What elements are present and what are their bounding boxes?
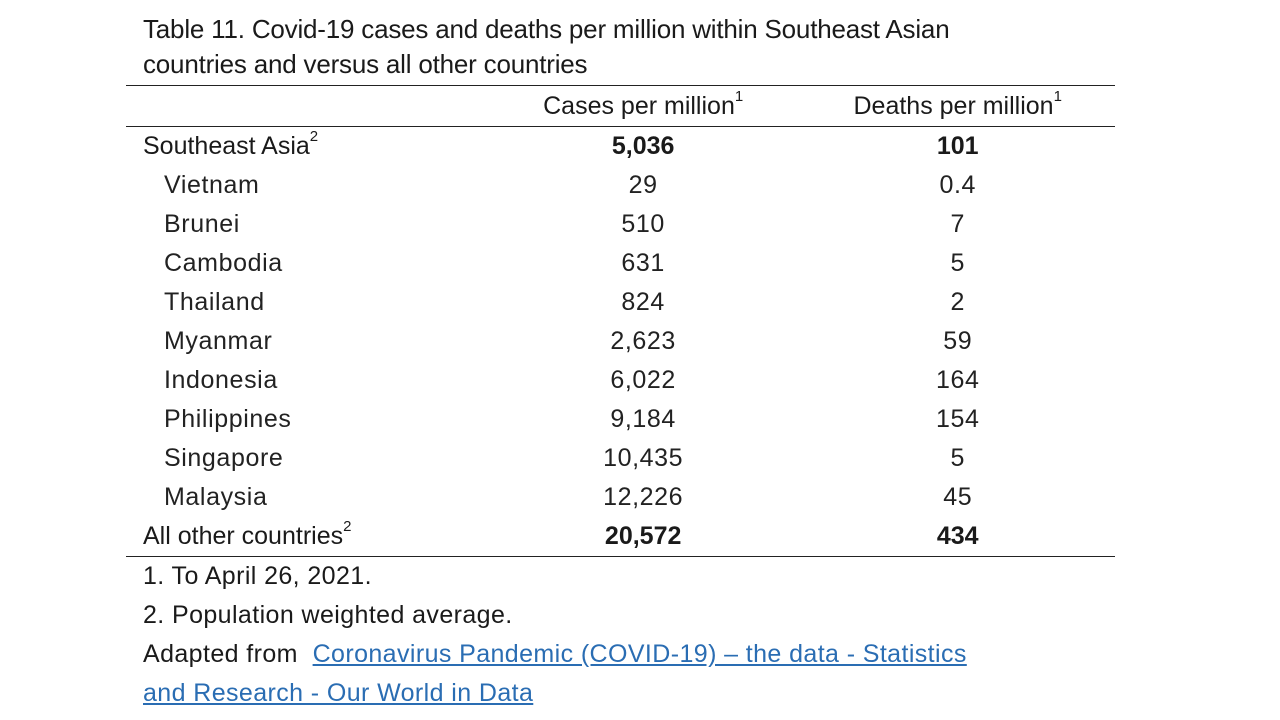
caption-line-1: Table 11. Covid-19 cases and deaths per … — [143, 14, 950, 44]
cases-cell: 2,623 — [610, 327, 676, 355]
deaths-cell: 434 — [936, 522, 979, 550]
cases-cell: 510 — [621, 210, 665, 238]
country-cell: Myanmar — [164, 327, 273, 355]
table-row: Myanmar 2,623 59 — [126, 322, 1115, 361]
cases-cell: 29 — [628, 171, 658, 199]
header-row: Cases per million1 Deaths per million1 — [126, 85, 1115, 127]
deaths-cell: 0.4 — [939, 171, 976, 199]
all-other-countries-row: All other countries2 20,572 434 — [126, 517, 1115, 557]
table-row: Vietnam 29 0.4 — [126, 166, 1115, 205]
table-row: Cambodia 631 5 — [126, 244, 1115, 283]
footnote-1: 1. To April 26, 2021. — [143, 562, 372, 590]
caption-line-2: countries and versus all other countries — [143, 49, 588, 79]
cases-cell: 10,435 — [603, 444, 684, 472]
cases-cell: 20,572 — [604, 522, 682, 550]
country-cell: Brunei — [164, 210, 240, 238]
all-other-footnote: 2 — [343, 518, 352, 535]
row-label: Southeast Asia2 — [126, 127, 486, 167]
country-cell: Philippines — [164, 405, 292, 433]
deaths-cell: 45 — [943, 483, 973, 511]
footnotes: 1. To April 26, 2021. 2. Population weig… — [126, 557, 1115, 713]
deaths-cell: 5 — [950, 444, 965, 472]
cases-cell: 5,036 — [611, 132, 675, 160]
all-other-label: All other countries — [143, 522, 344, 550]
row-label: All other countries2 — [126, 517, 486, 557]
cases-cell: 6,022 — [610, 366, 676, 394]
table-row: Brunei 510 7 — [126, 205, 1115, 244]
cases-cell: 631 — [621, 249, 665, 277]
deaths-cell: 5 — [950, 249, 965, 277]
source-link-line-1[interactable]: Coronavirus Pandemic (COVID-19) – the da… — [312, 640, 967, 668]
table-row: Malaysia 12,226 45 — [126, 478, 1115, 517]
cases-cell: 9,184 — [610, 405, 676, 433]
southeast-asia-label: Southeast Asia — [143, 132, 310, 160]
document: Table 11. Covid-19 cases and deaths per … — [126, 12, 1115, 713]
deaths-cell: 154 — [935, 405, 980, 433]
country-cell: Singapore — [164, 444, 284, 472]
cases-cell: 824 — [621, 288, 665, 316]
header-deaths: Deaths per million1 — [800, 85, 1115, 127]
source-link-line-2[interactable]: and Research - Our World in Data — [143, 679, 534, 707]
table-row: Philippines 9,184 154 — [126, 400, 1115, 439]
table-row: Singapore 10,435 5 — [126, 439, 1115, 478]
deaths-cell: 7 — [950, 210, 965, 238]
footnote-2: 2. Population weighted average. — [143, 601, 513, 629]
country-cell: Indonesia — [164, 366, 278, 394]
southeast-asia-row: Southeast Asia2 5,036 101 — [126, 127, 1115, 167]
covid-table: Cases per million1 Deaths per million1 S… — [126, 85, 1115, 557]
table-row: Thailand 824 2 — [126, 283, 1115, 322]
source-link[interactable]: Coronavirus Pandemic (COVID-19) – the da… — [143, 640, 967, 707]
header-cases-label: Cases per million — [543, 91, 735, 120]
header-deaths-label: Deaths per million — [853, 91, 1054, 120]
country-cell: Malaysia — [164, 483, 268, 511]
table-caption: Table 11. Covid-19 cases and deaths per … — [126, 12, 1115, 82]
deaths-cell: 59 — [943, 327, 973, 355]
country-cell: Cambodia — [164, 249, 283, 277]
table-row: Indonesia 6,022 164 — [126, 361, 1115, 400]
source-line: Adapted from Coronavirus Pandemic (COVID… — [143, 635, 1115, 713]
deaths-cell: 101 — [936, 132, 979, 160]
header-empty-cell — [126, 85, 486, 127]
deaths-cell: 2 — [950, 288, 965, 316]
southeast-asia-footnote: 2 — [309, 128, 319, 145]
header-cases-footnote: 1 — [734, 87, 744, 105]
header-deaths-footnote: 1 — [1053, 87, 1062, 105]
header-cases: Cases per million1 — [485, 85, 801, 127]
country-cell: Vietnam — [164, 171, 260, 199]
source-prefix: Adapted from — [143, 640, 298, 668]
deaths-cell: 164 — [935, 366, 980, 394]
country-cell: Thailand — [164, 288, 265, 316]
cases-cell: 12,226 — [603, 483, 684, 511]
